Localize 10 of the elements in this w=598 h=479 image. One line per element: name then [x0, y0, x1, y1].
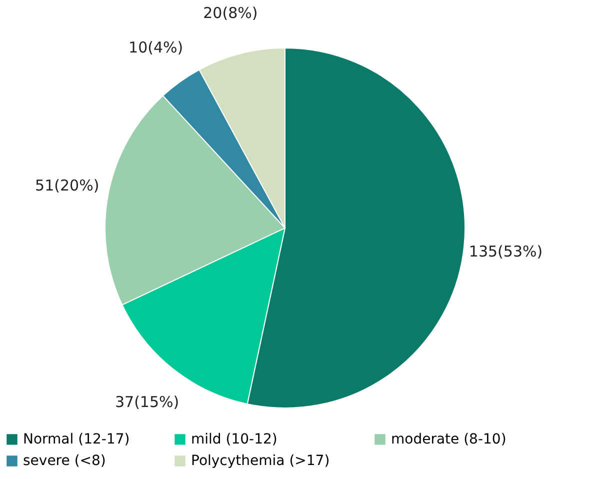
legend-label: Normal (12-17)	[23, 431, 130, 448]
data-label: 10(4%)	[128, 38, 184, 56]
legend-label: mild (10-12)	[191, 431, 278, 448]
data-label: 51(20%)	[35, 176, 100, 195]
data-label: 135(53%)	[468, 242, 543, 260]
legend-label: severe (<8)	[23, 453, 106, 469]
legend-label: moderate (8-10)	[391, 431, 506, 448]
legend-label: Polycythemia (>17)	[191, 453, 330, 469]
data-label: 37(15%)	[114, 392, 180, 411]
data-label: 20(8%)	[203, 4, 258, 22]
